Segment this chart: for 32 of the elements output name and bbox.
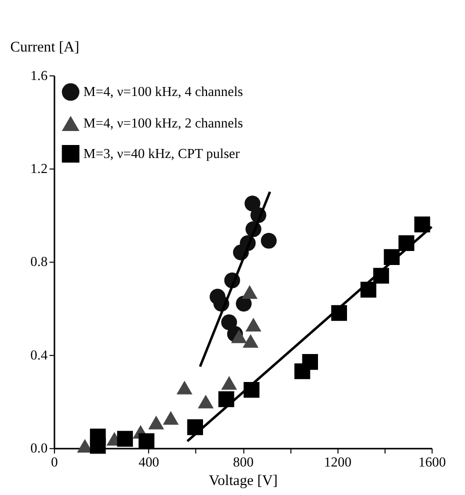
point [90, 428, 106, 444]
point [246, 318, 262, 332]
x-tick-label: 0 [51, 454, 58, 470]
point [148, 416, 164, 430]
point [221, 376, 238, 390]
point [176, 380, 192, 394]
point [117, 430, 133, 447]
x-tick-label: 1200 [324, 454, 352, 470]
y-tick-label: 0.0 [30, 440, 48, 456]
y-tick-label: 1.6 [30, 68, 48, 83]
x-axis-title: Voltage [V] [208, 472, 278, 489]
y-tick-label: 0.4 [30, 347, 48, 362]
x-tick-label: 800 [233, 454, 254, 470]
point [242, 285, 258, 299]
point [242, 334, 258, 348]
legend-label: M=4, ν=100 kHz, 2 channels [83, 115, 243, 130]
legend-label: M=4, ν=100 kHz, 4 channels [83, 84, 243, 99]
point [231, 329, 247, 344]
y-tick-label: 0.8 [30, 254, 48, 270]
y-tick-label: 1.2 [30, 160, 48, 176]
x-tick-label: 400 [138, 454, 160, 470]
x-tick-label: 1600 [418, 454, 446, 470]
legend-label: M=3, ν=40 kHz, CPT pulser [83, 146, 240, 161]
point [138, 433, 154, 450]
y-axis-title: Current [A] [10, 39, 80, 56]
point [260, 232, 277, 249]
point [221, 314, 238, 330]
point [244, 196, 260, 212]
point [302, 354, 318, 370]
point [414, 216, 430, 232]
point [162, 411, 179, 425]
point [198, 394, 214, 408]
